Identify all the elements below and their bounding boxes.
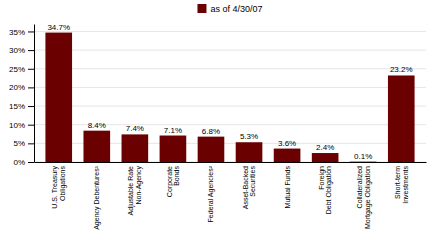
- data-label: 6.8%: [202, 127, 220, 136]
- tick-label: 30%: [9, 46, 25, 55]
- tick-label: U.S. TreasuryObligations: [51, 166, 67, 209]
- tick-label: 5%: [13, 139, 25, 148]
- grid-line: [34, 106, 426, 107]
- y-tick: 25%: [9, 65, 34, 74]
- chart: 34.7% 8.4% 7.4% 7.1% 6.8% 5.3% 3.6% 2.4% 0.1% 23.…: [0, 0, 436, 238]
- data-label: 0.1%: [354, 152, 372, 161]
- tick-label: 10%: [9, 121, 25, 130]
- bar: [236, 142, 263, 162]
- tick-label: Federal Agencies²: [207, 165, 215, 222]
- x-tick: Asset-BackedSecurities: [242, 166, 257, 210]
- plot-area: 34.7% 8.4% 7.4% 7.1% 6.8% 5.3% 3.6% 2.4% 0.1% 23.…: [9, 23, 427, 230]
- bar: [388, 75, 415, 162]
- tick-mark: [28, 31, 34, 32]
- x-tick: U.S. TreasuryObligations: [51, 166, 67, 209]
- y-tick: 0%: [13, 158, 34, 167]
- tick-mark: [28, 50, 34, 51]
- tick-mark: [28, 106, 34, 107]
- data-label: 7.1%: [164, 126, 182, 135]
- tick-label: 25%: [9, 65, 25, 74]
- bar: [312, 153, 339, 162]
- y-tick: 35%: [9, 28, 34, 37]
- bar: [160, 136, 187, 162]
- x-axis: U.S. TreasuryObligations Agency Debenture…: [35, 163, 427, 230]
- data-label: 34.7%: [47, 23, 70, 32]
- tick-label: ForeignDebt Obligation: [318, 166, 334, 214]
- bar: [274, 149, 301, 162]
- x-tick: CollateralizedMortgage Obligation: [356, 166, 372, 229]
- tick-mark: [28, 162, 34, 163]
- data-label: 23.2%: [390, 65, 413, 74]
- legend-label: as of 4/30/07: [210, 4, 262, 14]
- y-axis: 0% 5% 10% 15% 20% 25% 30% 35%: [9, 25, 35, 168]
- legend-swatch: [197, 4, 206, 13]
- tick-mark: [28, 125, 34, 126]
- x-tick: Federal Agencies²: [207, 165, 215, 222]
- tick-label: 0%: [13, 158, 25, 167]
- tick-label: CollateralizedMortgage Obligation: [356, 166, 372, 229]
- legend-item: as of 4/30/07: [197, 4, 262, 14]
- grid-line: [34, 68, 426, 69]
- data-label: 8.4%: [88, 121, 106, 130]
- tick-label: 15%: [9, 102, 25, 111]
- x-tick: Agency Debentures¹: [93, 165, 101, 229]
- tick-mark: [28, 69, 34, 70]
- tick-mark: [28, 143, 34, 144]
- data-labels: 34.7% 8.4% 7.4% 7.1% 6.8% 5.3% 3.6% 2.4% 0.1% 23.…: [47, 23, 412, 161]
- tick-label: 35%: [9, 28, 25, 37]
- tick-label: 20%: [9, 83, 25, 92]
- x-tick: Mutual Funds: [284, 166, 291, 209]
- tick-label: Short-termInvestments: [394, 166, 409, 204]
- tick-label: Mutual Funds: [284, 166, 291, 209]
- data-label: 7.4%: [126, 124, 144, 133]
- tick-label: CorporateBonds: [166, 166, 181, 198]
- bar: [350, 161, 377, 162]
- axis-line: [34, 25, 35, 163]
- data-label: 2.4%: [316, 143, 334, 152]
- y-tick: 10%: [9, 121, 34, 130]
- y-tick: 20%: [9, 83, 34, 92]
- x-tick: Adjustable RateNon-Agency: [127, 166, 143, 216]
- x-tick: ForeignDebt Obligation: [318, 166, 334, 214]
- bar: [83, 131, 110, 162]
- y-tick: 15%: [9, 102, 34, 111]
- axis-line: [35, 162, 427, 163]
- bar: [122, 134, 149, 162]
- data-label: 3.6%: [278, 139, 296, 148]
- tick-label: Agency Debentures¹: [93, 165, 101, 229]
- y-tick: 30%: [9, 46, 34, 55]
- legend: as of 4/30/07: [197, 4, 262, 14]
- x-tick: CorporateBonds: [166, 166, 181, 198]
- tick-label: Asset-BackedSecurities: [242, 166, 257, 210]
- grid-line: [34, 87, 426, 88]
- bar: [45, 33, 72, 162]
- tick-label: Adjustable RateNon-Agency: [127, 166, 143, 216]
- grid-line: [34, 50, 426, 51]
- bars: [45, 33, 414, 162]
- grid: [34, 31, 426, 162]
- y-tick: 5%: [13, 139, 34, 148]
- x-tick: Short-termInvestments: [394, 166, 409, 204]
- tick-mark: [28, 87, 34, 88]
- bar: [198, 137, 225, 162]
- grid-line: [34, 31, 426, 32]
- data-label: 5.3%: [240, 132, 258, 141]
